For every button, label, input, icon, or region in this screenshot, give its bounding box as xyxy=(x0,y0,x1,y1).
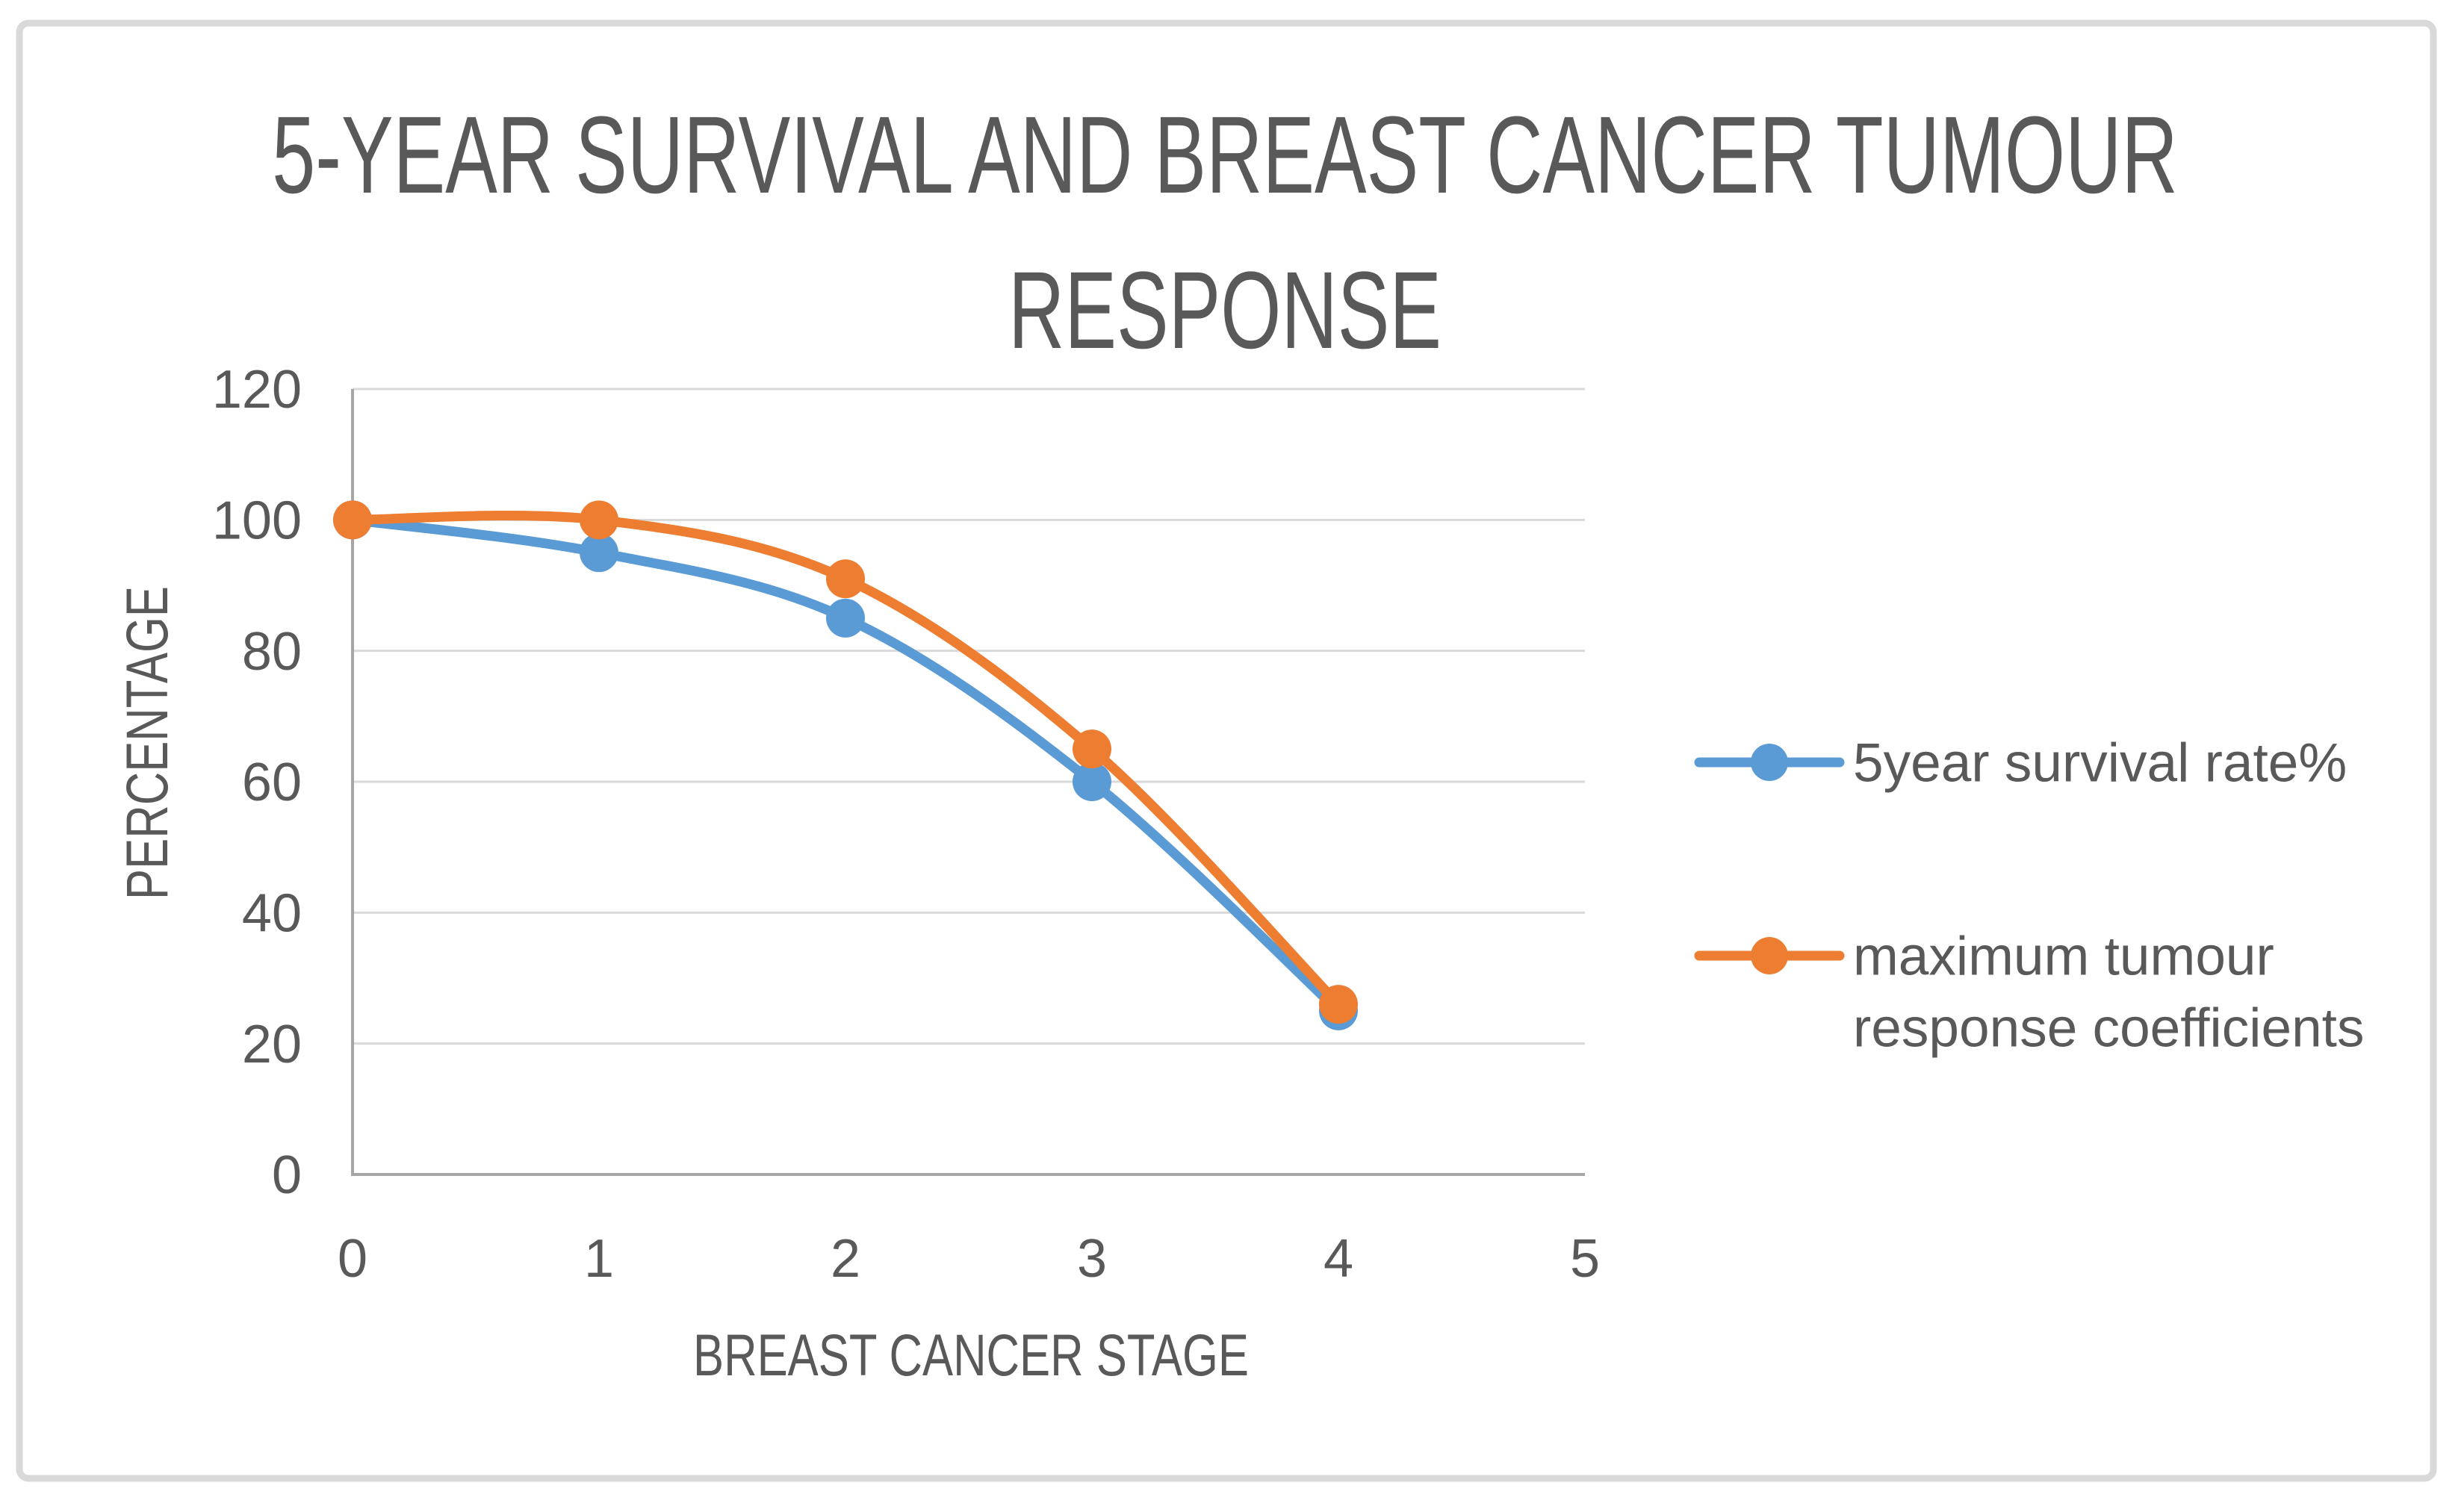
legend-item-tumour-response: maximum tumour response coefficients xyxy=(1694,927,2364,1059)
y-axis-tick-labels: 0 20 40 60 80 100 120 xyxy=(212,360,302,1205)
series-tumour-response xyxy=(333,500,1358,1024)
chart-title-line-1: 5-YEAR SURVIVAL AND BREAST CANCER TUMOUR xyxy=(272,95,2178,217)
legend-label-tumour-response: maximum tumour xyxy=(1853,927,2274,987)
y-tick-label: 120 xyxy=(212,360,302,420)
x-tick-label: 2 xyxy=(831,1229,860,1289)
x-tick-label: 3 xyxy=(1077,1229,1107,1289)
y-tick-label: 0 xyxy=(272,1145,302,1205)
data-point-tumour-response xyxy=(580,500,618,540)
data-point-tumour-response xyxy=(333,500,372,540)
legend: 5year survival rate% maximum tumour respon… xyxy=(1694,733,2364,1059)
legend-marker-dot-survival-rate xyxy=(1751,744,1788,781)
legend-label-survival-rate: 5year survival rate% xyxy=(1853,733,2347,794)
y-axis-title: PERCENTAGE xyxy=(115,586,181,900)
x-tick-label: 1 xyxy=(584,1229,614,1289)
y-tick-label: 60 xyxy=(242,753,302,812)
x-axis-title-text: BREAST CANCER STAGE xyxy=(693,1323,1249,1389)
y-tick-label: 40 xyxy=(242,884,302,944)
data-point-survival-rate xyxy=(826,598,865,638)
chart-frame xyxy=(16,19,2437,1482)
y-tick-label: 100 xyxy=(212,491,302,551)
legend-marker-dot-tumour-response xyxy=(1751,937,1788,974)
x-tick-label: 5 xyxy=(1570,1229,1600,1289)
chart-title: 5-YEAR SURVIVAL AND BREAST CANCER TUMOUR… xyxy=(272,95,2178,373)
y-axis-title-text: PERCENTAGE xyxy=(115,586,181,900)
chart-title-line-2: RESPONSE xyxy=(1008,250,1442,373)
legend-label-tumour-response: response coefficients xyxy=(1853,998,2364,1059)
y-tick-label: 20 xyxy=(242,1015,302,1074)
data-point-tumour-response xyxy=(1073,729,1111,769)
data-point-tumour-response xyxy=(826,559,865,599)
data-point-survival-rate xyxy=(1073,762,1111,801)
series-line-tumour-response xyxy=(347,511,1344,1009)
x-axis-title: BREAST CANCER STAGE xyxy=(693,1323,1249,1389)
data-series xyxy=(333,500,1358,1030)
data-point-survival-rate xyxy=(580,533,618,573)
x-axis-tick-labels: 0 1 2 3 4 5 xyxy=(338,1229,1600,1289)
x-tick-label: 0 xyxy=(338,1229,367,1289)
legend-item-survival-rate: 5year survival rate% xyxy=(1694,733,2347,794)
x-tick-label: 4 xyxy=(1323,1229,1353,1289)
data-point-tumour-response xyxy=(1319,985,1358,1024)
y-tick-label: 80 xyxy=(242,622,302,682)
